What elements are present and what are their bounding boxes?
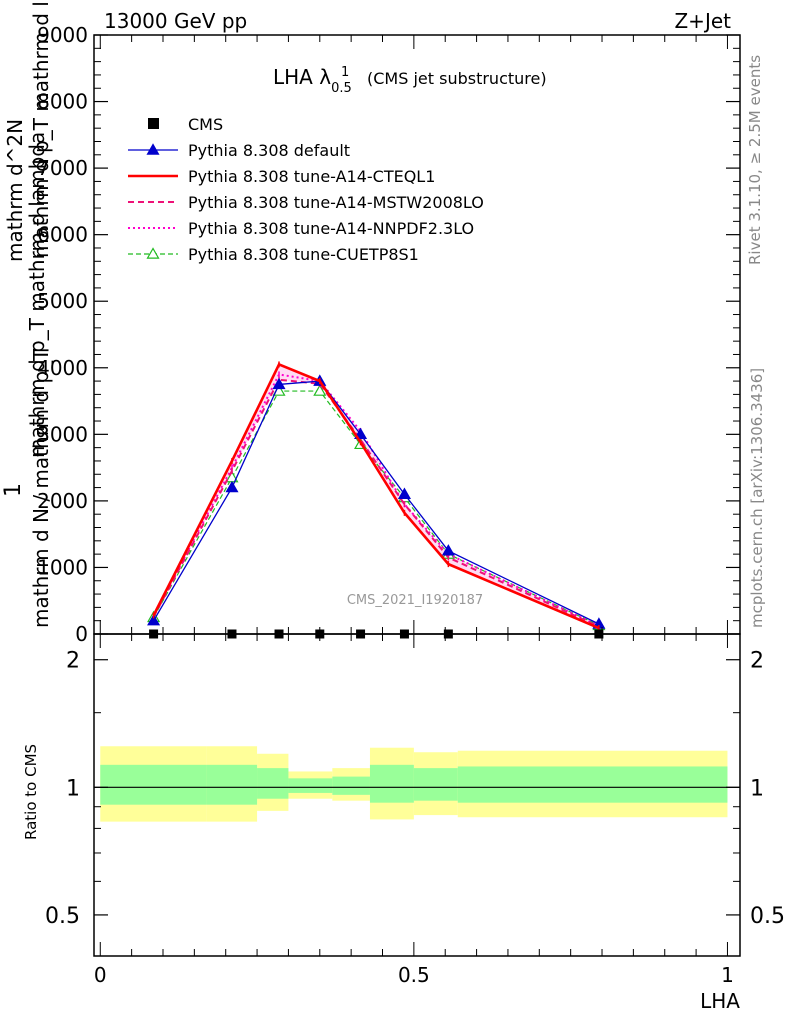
y-label-line-2: mathrm d p_T mathrm d lambda: [29, 0, 53, 258]
ratio-y-tick-label: 0.5: [45, 904, 80, 929]
plot-title-main: LHA λ: [273, 65, 331, 89]
series-line-pythia-8-308-tune-a14-cteql1: [152, 362, 600, 630]
tune-envelope-band: [153, 364, 599, 629]
y-tick-label: 2000: [37, 489, 88, 513]
ratio-y-tick-label-right: 2: [750, 649, 764, 674]
y-tick-label: 4000: [37, 356, 88, 380]
data-point-pythia-8-308-default: [441, 544, 455, 556]
x-tick-label: 0.5: [398, 963, 430, 987]
y-tick-label: 8000: [37, 90, 88, 114]
process-label: Z+Jet: [674, 9, 731, 33]
y-label-denominator: mathrm d N / mathrm d p_T: [29, 348, 53, 628]
y-label-main: mathrm d p_T mathrm d lambda: [25, 132, 49, 458]
ratio-band-stat: [257, 768, 289, 799]
energy-label: 13000 GeV pp: [104, 9, 247, 33]
plot-title-sub: 0.5: [331, 81, 352, 96]
series-line-pythia-8-308-tune-cuetp8s1: [153, 390, 600, 626]
y-label-line-1: mathrm d^2N: [3, 119, 27, 262]
mcplots-label: mcplots.cern.ch [arXiv:1306.3436]: [748, 368, 766, 628]
y-tick-label: 6000: [37, 223, 88, 247]
plot-title-sup: 1: [341, 65, 349, 80]
legend-label: Pythia 8.308 default: [188, 141, 350, 160]
ratio-plot-panel: 0.5 0.5 1 1 2 2 0 0.5 1: [45, 633, 785, 987]
legend-marker-1: [146, 143, 160, 155]
legend: CMS Pythia 8.308 default Pythia 8.308 tune…: [128, 115, 484, 264]
ratio-plot-axes: 0.5 0.5 1 1 2 2 0 0.5 1: [45, 634, 785, 987]
y-label-numerator: 1: [1, 483, 26, 497]
x-tick-label: 1: [721, 963, 734, 987]
legend-label: CMS: [188, 115, 223, 134]
legend-marker-5: [146, 247, 160, 259]
plot-title-suffix: (CMS jet substructure): [367, 69, 547, 88]
ratio-y-tick-label: 1: [66, 776, 80, 801]
ratio-plot-content: [94, 746, 740, 822]
legend-marker-cms: [148, 118, 159, 129]
y-tick-label: 3000: [37, 422, 88, 446]
data-point-pythia-8-308-tune-cuetp8s1: [313, 384, 327, 396]
series-line-pythia-8-308-tune-a14-mstw2008lo: [152, 378, 600, 628]
plot-title: LHA λ0.5: [273, 65, 352, 96]
ratio-band-stat: [413, 768, 458, 801]
legend-label: Pythia 8.308 tune-A14-NNPDF2.3LO: [188, 219, 474, 238]
y-tick-label: 9000: [37, 23, 88, 47]
x-axis-label: LHA: [700, 989, 740, 1013]
ratio-y-tick-label: 2: [66, 649, 80, 674]
x-tick-label: 0: [94, 963, 107, 987]
ratio-y-tick-label-right: 0.5: [750, 904, 785, 929]
main-plot-axes: 0 1000 2000 3000 4000 5000 6000 7000 8000 9000: [37, 23, 740, 646]
ratio-band-stat: [369, 764, 414, 803]
ratio-y-label: Ratio to CMS: [22, 744, 40, 840]
data-point-pythia-8-308-default: [147, 613, 161, 626]
ratio-band-stat: [457, 766, 728, 803]
y-tick-label: 7000: [37, 156, 88, 180]
main-plot-panel: 0 1000 2000 3000 4000 5000 6000 7000 8000 9000: [37, 23, 741, 646]
y-tick-label: 1000: [37, 555, 88, 579]
data-point-pythia-8-308-default: [397, 487, 411, 499]
ratio-band-stat: [100, 764, 207, 805]
analysis-watermark: CMS_2021_I1920187: [347, 593, 483, 608]
rivet-label: Rivet 3.1.10, ≥ 2.5M events: [746, 55, 764, 265]
legend-label: Pythia 8.308 tune-A14-MSTW2008LO: [188, 193, 484, 212]
ratio-y-tick-label-right: 1: [750, 776, 764, 801]
legend-label: Pythia 8.308 tune-A14-CTEQL1: [188, 167, 435, 186]
y-tick-label: 0: [75, 622, 88, 646]
series-line-pythia-8-308-default: [153, 380, 600, 625]
data-point-pythia-8-308-default: [272, 377, 286, 390]
series-line-pythia-8-308-tune-a14-nnpdf2-3lo: [152, 373, 600, 627]
ratio-plot-frame: [93, 633, 741, 957]
ratio-band-stat: [206, 764, 258, 805]
data-point-pythia-8-308-default: [225, 480, 239, 493]
legend-label: Pythia 8.308 tune-CUETP8S1: [188, 245, 419, 264]
ratio-band-stat: [332, 776, 370, 795]
y-axis-label: 1 mathrm d^2N mathrm d p_T mathrm d lamb…: [1, 0, 53, 628]
y-tick-label: 5000: [37, 289, 88, 313]
ratio-band-stat: [288, 778, 333, 793]
